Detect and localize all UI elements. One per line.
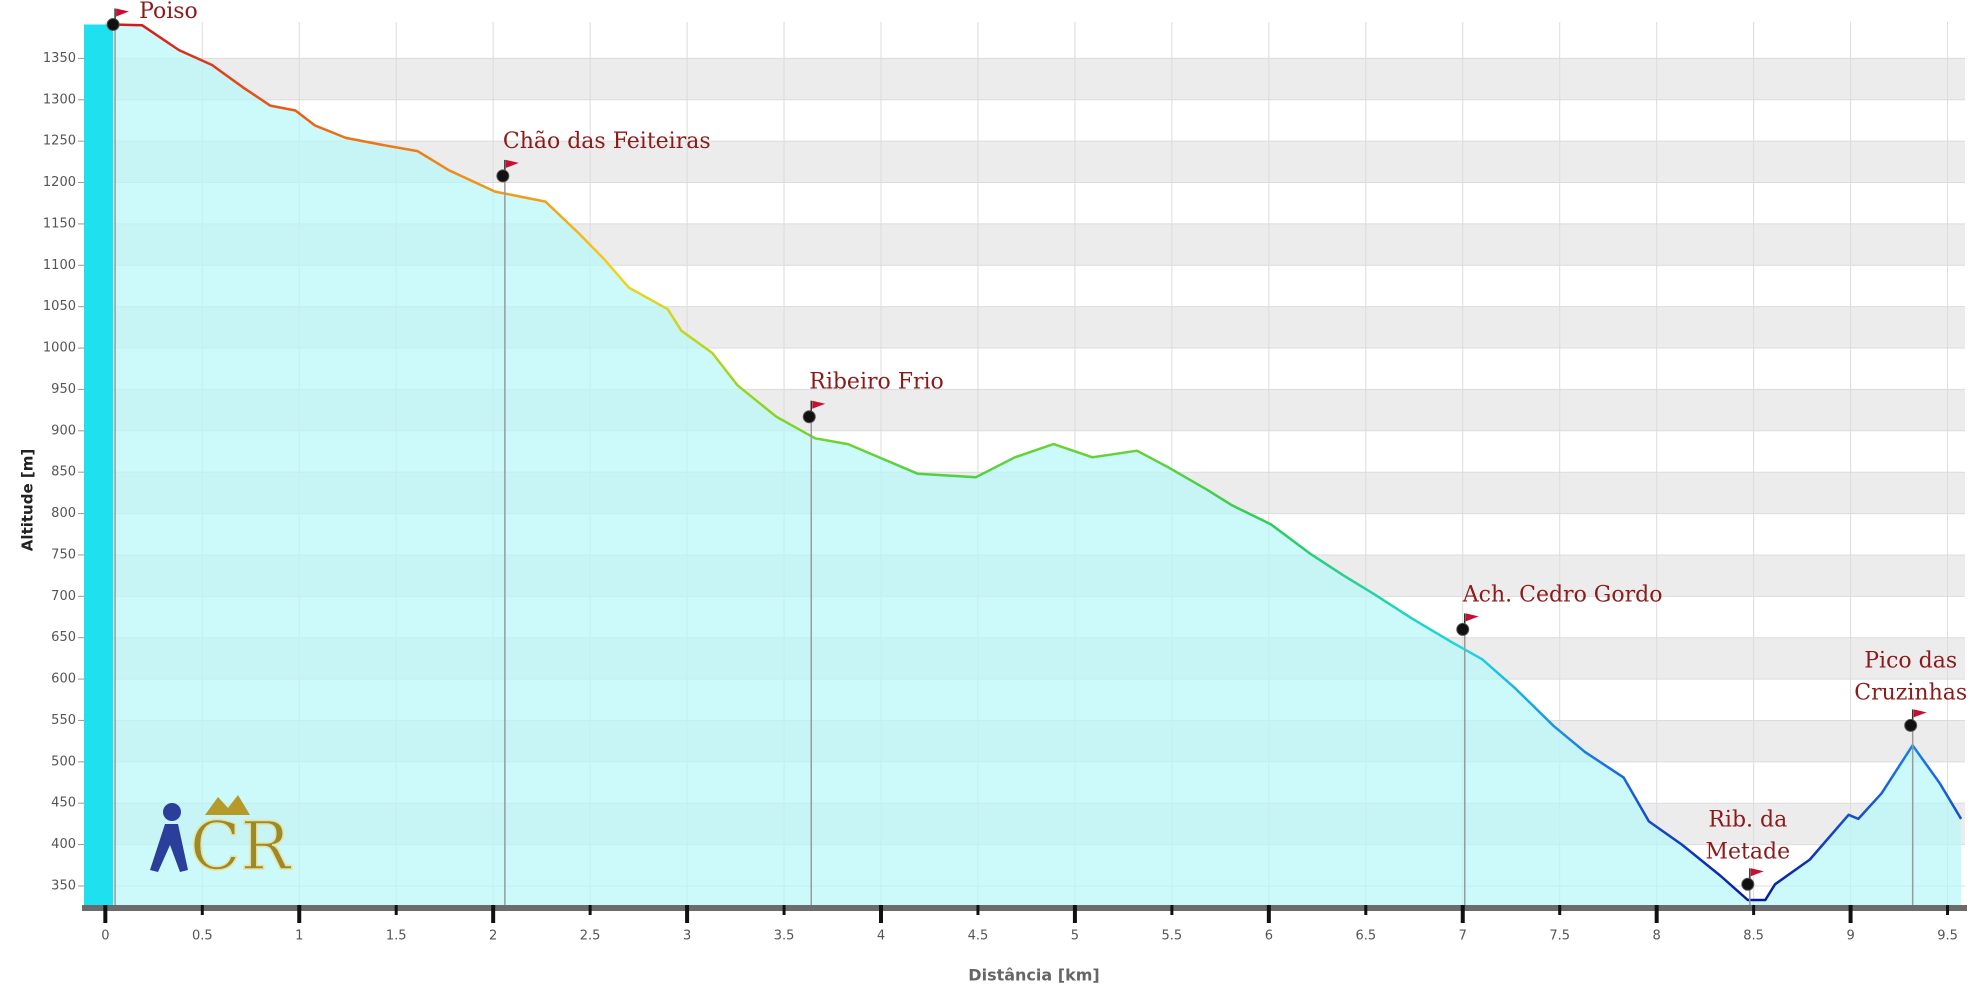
y-tick-label: 1350 xyxy=(43,51,76,66)
y-tick-label: 850 xyxy=(51,465,76,480)
line xyxy=(113,23,1963,902)
y-tick-label: 550 xyxy=(51,713,76,728)
y-tick-label: 650 xyxy=(51,630,76,645)
y-tick-label: 500 xyxy=(51,754,76,769)
y-tick-label: 1250 xyxy=(43,134,76,149)
x-tick-label: 8.5 xyxy=(1743,929,1764,944)
y-tick-label: 1150 xyxy=(43,216,76,231)
x-tick-label: 3.5 xyxy=(774,929,795,944)
logo-mountain xyxy=(205,795,250,815)
waypoint-label: Metade xyxy=(1706,839,1791,864)
x-tick-label: 1.5 xyxy=(386,929,407,944)
logo-text: CR xyxy=(190,808,292,885)
waypoint-marker xyxy=(496,169,510,183)
y-tick-label: 450 xyxy=(51,796,76,811)
y-tick-label: 950 xyxy=(51,382,76,397)
x-tick-label: 5 xyxy=(1071,929,1079,944)
y-tick-label: 1200 xyxy=(43,175,76,190)
waypoint-marker xyxy=(1904,718,1918,732)
y-tick-label: 1000 xyxy=(43,341,76,356)
x-axis-title: Distância [km] xyxy=(968,966,1099,985)
y-tick-label: 900 xyxy=(51,423,76,438)
waypoint-marker xyxy=(106,17,120,31)
x-tick-label: 7.5 xyxy=(1549,929,1570,944)
waypoint-label: Ribeiro Frio xyxy=(809,370,944,395)
x-tick-label: 4.5 xyxy=(968,929,989,944)
y-tick-label: 1300 xyxy=(43,92,76,107)
y-tick-label: 750 xyxy=(51,547,76,562)
logo xyxy=(150,795,250,872)
x-tick-label: 2 xyxy=(489,929,497,944)
x-tick-label: 8 xyxy=(1653,929,1661,944)
y-tick-label: 1050 xyxy=(43,299,76,314)
y-tick-label: 400 xyxy=(51,837,76,852)
x-tick-label: 0.5 xyxy=(192,929,213,944)
x-tick-label: 5.5 xyxy=(1162,929,1183,944)
waypoint-marker xyxy=(802,410,816,424)
x-tick-label: 4 xyxy=(877,929,885,944)
x-axis xyxy=(82,905,1967,911)
band xyxy=(84,58,1965,100)
start-strip xyxy=(84,24,114,905)
flag xyxy=(1750,868,1764,877)
flag xyxy=(505,159,519,168)
y-tick-label: 600 xyxy=(51,672,76,687)
x-tick-label: 6.5 xyxy=(1355,929,1376,944)
y-tick-label: 350 xyxy=(51,878,76,893)
x-tick-label: 9.5 xyxy=(1937,929,1958,944)
x-tick-label: 6 xyxy=(1265,929,1273,944)
logo-hiker xyxy=(150,824,188,872)
flag xyxy=(116,8,130,17)
waypoint-marker xyxy=(1741,877,1755,891)
x-tick-label: 7 xyxy=(1459,929,1467,944)
waypoint-label: Ach. Cedro Gordo xyxy=(1462,582,1663,607)
flag xyxy=(812,400,826,409)
waypoint-label: Pico das xyxy=(1864,648,1957,673)
logo-head xyxy=(163,803,181,821)
waypoint-label: Cruzinhas xyxy=(1854,680,1967,705)
y-axis-title: Altitude [m] xyxy=(19,449,37,551)
x-tick-label: 2.5 xyxy=(580,929,601,944)
y-tick-label: 800 xyxy=(51,506,76,521)
area xyxy=(113,24,1962,905)
x-tick-label: 1 xyxy=(295,929,303,944)
y-tick-label: 700 xyxy=(51,589,76,604)
flag xyxy=(1913,709,1927,718)
waypoint-label: Poiso xyxy=(139,0,198,24)
y-tick-label: 1100 xyxy=(43,258,76,273)
x-tick-label: 9 xyxy=(1846,929,1854,944)
waypoint-label: Rib. da xyxy=(1708,807,1787,832)
waypoint-label: Chão das Feiteiras xyxy=(503,129,711,154)
flag xyxy=(1465,613,1479,622)
x-tick-label: 0 xyxy=(101,929,109,944)
waypoint-marker xyxy=(1456,622,1470,636)
x-tick-label: 3 xyxy=(683,929,691,944)
